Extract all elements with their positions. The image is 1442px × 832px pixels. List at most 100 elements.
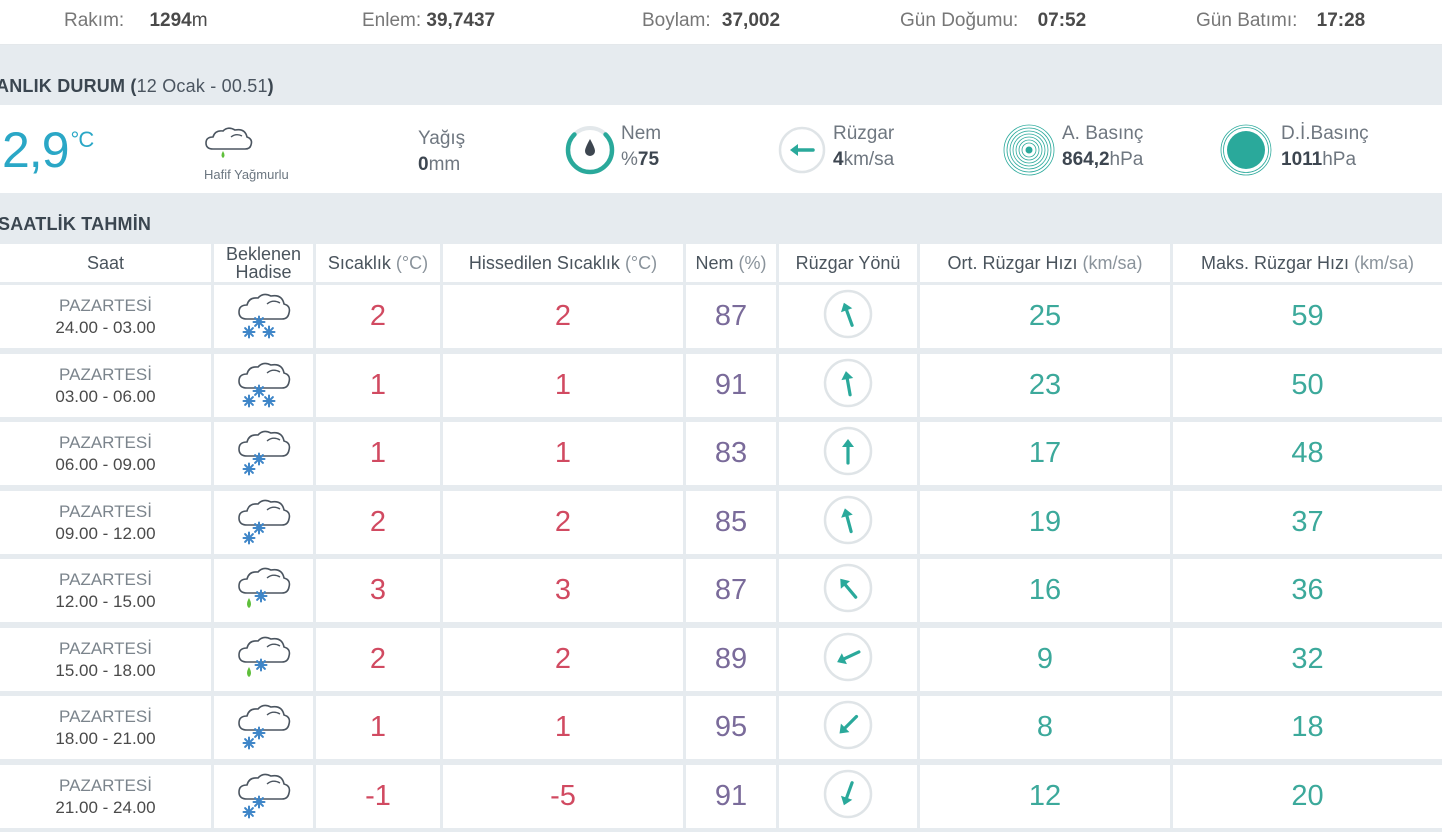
wind-direction-cell [779,491,917,554]
day-label: PAZARTESİ [59,295,152,315]
column-header-ort-unit: (km/sa) [1082,253,1143,273]
max-wind-cell-value: 32 [1291,643,1324,675]
avg-wind-cell: 25 [920,285,1170,348]
feels-like-cell: 2 [443,628,683,691]
temperature-cell-value: -1 [365,780,391,812]
wind-direction-cell [779,765,917,828]
humidity-cell-value: 95 [714,711,748,743]
column-header-maks-unit: (km/sa) [1354,253,1415,273]
column-header-hissedilen: Hissedilen Sıcaklık (°C) [443,244,683,282]
feels-like-cell: -5 [443,765,683,828]
temperature-cell: 1 [316,422,440,485]
wind-direction-arrow-icon [823,769,873,824]
time-cell: PAZARTESİ 21.00 - 24.00 [0,765,211,828]
wind-direction-cell [779,354,917,417]
pressure-unit: hPa [1109,149,1144,170]
time-range: 18.00 - 21.00 [55,728,156,748]
wind-direction-arrow-icon [823,495,873,550]
column-header-yon-label: Rüzgar Yönü [795,253,901,273]
temperature-cell: 1 [316,354,440,417]
column-header-sicaklik-unit: (°C) [395,253,429,273]
avg-wind-cell: 8 [920,696,1170,759]
time-cell: PAZARTESİ 06.00 - 09.00 [0,422,211,485]
sea-level-pressure-unit: hPa [1322,149,1357,170]
snow-cloud-icon [235,289,293,344]
avg-wind-cell: 9 [920,628,1170,691]
temperature-cell-value: 2 [369,643,387,675]
humidity-cell: 87 [686,285,776,348]
day-label: PAZARTESİ [59,569,152,589]
feels-like-cell-value: 3 [554,574,572,606]
humidity-amount: 75 [637,149,660,170]
avg-wind-cell-value: 8 [1036,711,1054,743]
avg-wind-cell-value: 25 [1028,300,1062,332]
altitude-value: 1294 [149,10,192,31]
column-header-sicaklik: Sıcaklık (°C) [316,244,440,282]
time-range: 09.00 - 12.00 [55,523,156,543]
light-rain-cloud-icon [203,125,253,166]
weather-icon-cell [214,765,313,828]
column-header-hadise-line1: Beklenen [225,244,302,264]
temperature-cell-value: 2 [369,506,387,538]
sea-level-pressure-label: D.İ.Basınç [1281,123,1369,144]
humidity-cell-value: 87 [714,300,748,332]
avg-wind-cell: 17 [920,422,1170,485]
column-header-yon: Rüzgar Yönü [779,244,917,282]
temperature-cell-value: 3 [369,574,387,606]
current-conditions: 2,9°C Hafif Yağmurlu Yağış 0mm Nem %75 R… [0,105,1442,193]
wind-direction-arrow-icon [823,563,873,618]
humidity-cell: 89 [686,628,776,691]
current-condition-label: Hafif Yağmurlu [204,167,289,182]
wind-direction-cell [779,285,917,348]
time-range: 03.00 - 06.00 [55,386,156,406]
feels-like-cell-value: 1 [554,369,572,401]
current-temp-unit: °C [70,127,95,152]
humidity-label: Nem [621,123,662,144]
latitude: Enlem: 39,7437 [362,10,495,32]
snow-cloud-icon [235,358,293,413]
sleet-cloud-icon [235,563,293,618]
column-header-hadise: Beklenen Hadise [214,244,313,282]
column-header-hadise-line2: Hadise [235,262,292,282]
day-label: PAZARTESİ [59,364,152,384]
current-conditions-bar: ANLIK DURUM (12 Ocak - 00.51) [0,45,1442,105]
temperature-cell: 2 [316,491,440,554]
avg-wind-cell-value: 16 [1028,574,1062,606]
sunrise: Gün Doğumu: 07:52 [900,10,1086,32]
column-header-sicaklik-label: Sıcaklık [327,253,391,273]
wind-direction-cell [779,559,917,622]
wind-direction-cell [779,628,917,691]
max-wind-cell-value: 20 [1291,780,1324,812]
latitude-value: 39,7437 [426,10,496,31]
wind-direction-arrow-icon [823,358,873,413]
column-header-maks: Maks. Rüzgar Hızı (km/sa) [1173,244,1442,282]
time-cell: PAZARTESİ 18.00 - 21.00 [0,696,211,759]
current-title-paren-open: ( [130,76,137,96]
wind-direction-arrow-icon [823,700,873,755]
sunrise-label: Gün Doğumu: [900,10,1019,31]
time-range: 15.00 - 18.00 [55,660,156,680]
wind-direction-arrow-icon [823,632,873,687]
time-range: 24.00 - 03.00 [55,317,156,337]
weather-icon-cell [214,628,313,691]
column-header-hissedilen-label: Hissedilen Sıcaklık [468,253,620,273]
avg-wind-cell-value: 9 [1036,643,1054,675]
precipitation-unit: mm [428,154,461,175]
avg-wind-cell: 16 [920,559,1170,622]
weather-icon-cell [214,354,313,417]
humidity-cell-value: 89 [714,643,748,675]
hourly-forecast-title: SAATLİK TAHMİN [0,214,152,234]
pressure-value: 864,2hPa [1062,149,1143,171]
feels-like-cell-value: 1 [554,437,572,469]
max-wind-cell-value: 50 [1291,369,1324,401]
weather-icon-cell [214,422,313,485]
column-header-saat: Saat [0,244,211,282]
altitude: Rakım: 1294m [64,10,208,32]
humidity-cell-value: 85 [714,506,748,538]
light-snow-cloud-icon [235,495,293,550]
current-temp-value: 2,9 [2,122,70,178]
humidity-cell: 87 [686,559,776,622]
temperature-cell: 3 [316,559,440,622]
humidity-cell: 95 [686,696,776,759]
max-wind-cell-value: 36 [1291,574,1324,606]
